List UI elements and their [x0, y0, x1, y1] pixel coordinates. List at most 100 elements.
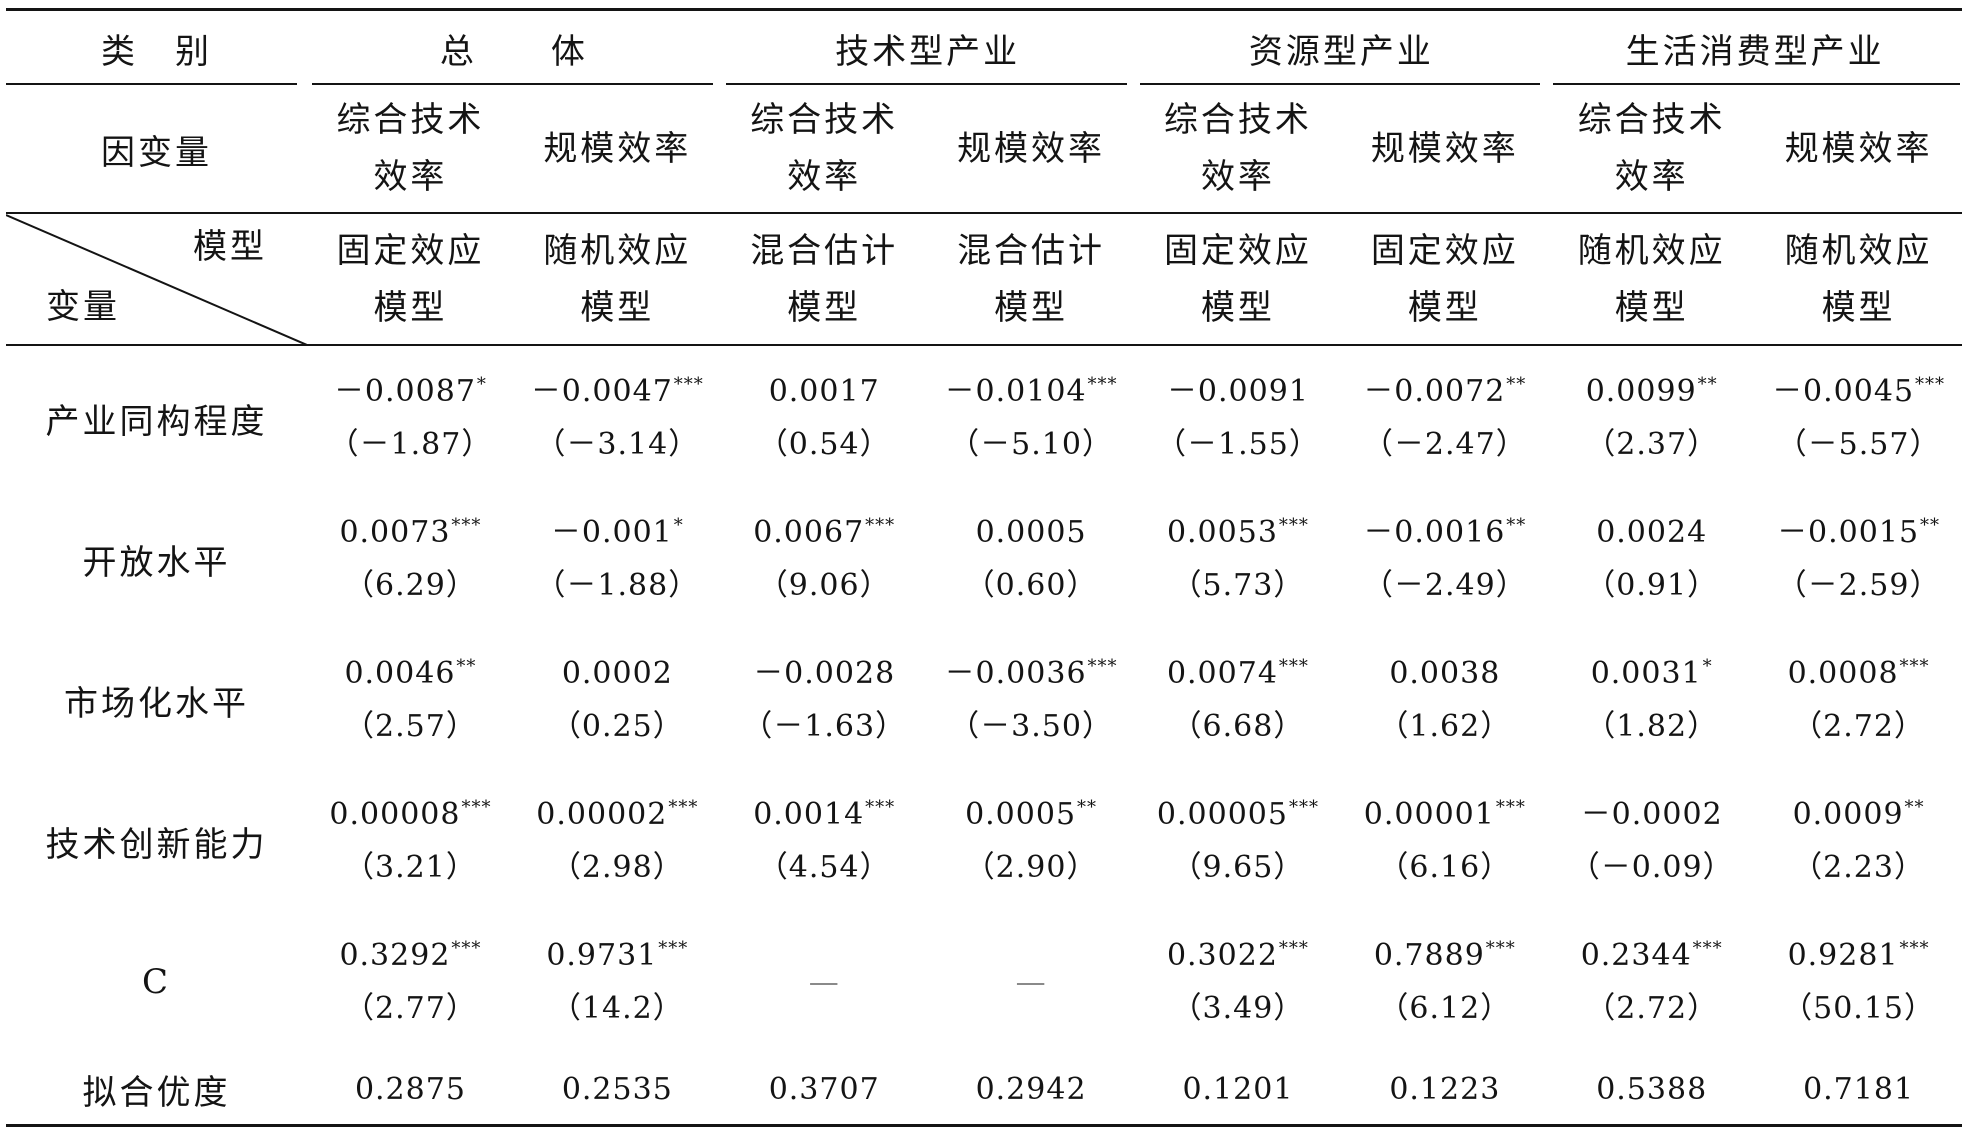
dependent-variable-cell: 规模效率: [1341, 85, 1548, 213]
coefficient-line: －0.001*: [551, 506, 684, 559]
model-type-cell: 混合估计模型: [721, 214, 928, 345]
t-statistic: （2.98）: [550, 850, 684, 885]
significance-stars: **: [456, 656, 477, 678]
model-type-label: 固定效应模型: [1370, 230, 1519, 328]
diagonal-bottom-label: 变量: [46, 287, 120, 327]
significance-stars: ***: [1495, 797, 1526, 819]
coefficient-line: —: [1016, 956, 1047, 1009]
coef-cell: －0.0091 （－1.55）: [1135, 365, 1342, 471]
coefficient-line: 0.0014***: [753, 788, 895, 841]
coefficient: 0.0017: [768, 374, 880, 409]
header-row-groups: 类 别 总 体 技术型产业 资源型产业 生活消费型产业: [6, 11, 1962, 85]
coef-cell: 0.3022*** （3.49）: [1135, 929, 1342, 1035]
dependent-variable-label: 规模效率: [957, 128, 1106, 169]
coefficient: －0.0104: [944, 374, 1087, 409]
significance-stars: ***: [1899, 656, 1930, 678]
dependent-variable-label: 规模效率: [1784, 128, 1933, 169]
model-type-cell: 混合估计模型: [928, 214, 1135, 345]
coefficient-line: 0.9731***: [546, 929, 688, 982]
fit-value: 0.1201: [1182, 1072, 1294, 1107]
coefficient: 0.0014: [753, 797, 865, 832]
coef-cell: 0.0002 （0.25）: [514, 647, 721, 753]
coefficient: －0.0072: [1363, 374, 1506, 409]
significance-stars: ***: [1278, 938, 1309, 960]
coefficient: 0.0002: [561, 656, 673, 691]
group-label: 总 体: [439, 31, 588, 72]
coef-cell: 0.0005** （2.90）: [928, 788, 1135, 894]
coefficient: 0.00001: [1363, 797, 1495, 832]
model-type-cell: 固定效应模型: [1135, 214, 1342, 345]
bottom-rule: [6, 1124, 1962, 1127]
coefficient-line: 0.0073***: [339, 506, 481, 559]
coefficient: 0.0046: [344, 656, 456, 691]
t-statistic: （1.62）: [1378, 709, 1512, 744]
not-applicable-dash: —: [808, 964, 840, 1000]
coef-cell: 0.0099** （2.37）: [1548, 365, 1755, 471]
coef-cell: 0.00001*** （6.16）: [1341, 788, 1548, 894]
coefficient: 0.00002: [536, 797, 668, 832]
coefficient-line: 0.00005***: [1157, 788, 1319, 841]
coef-cell: 0.0038 （1.62）: [1341, 647, 1548, 753]
coefficient: －0.0045: [1772, 374, 1915, 409]
row-label: 拟合优度: [82, 1073, 231, 1113]
t-statistic: （－1.55）: [1156, 427, 1320, 462]
coefficient-line: －0.0002: [1581, 788, 1723, 841]
significance-stars: *: [1702, 656, 1713, 678]
coefficient: 0.0009: [1792, 797, 1904, 832]
significance-stars: *: [673, 515, 684, 537]
coef-cell: 0.0067*** （9.06）: [721, 506, 928, 612]
model-type-cell: 随机效应模型: [514, 214, 721, 345]
diagonal-divider: [6, 214, 307, 345]
coefficient: 0.0038: [1389, 656, 1501, 691]
coefficient-line: 0.0053***: [1167, 506, 1309, 559]
fit-cell: 0.2942: [928, 1063, 1135, 1116]
t-statistic: （－1.88）: [535, 568, 700, 603]
dependent-variable-label: 规模效率: [543, 128, 692, 169]
coef-cell: －0.0045*** （－5.57）: [1755, 365, 1962, 471]
t-statistic: （50.15）: [1782, 991, 1935, 1026]
significance-stars: **: [1904, 797, 1925, 819]
coefficient: －0.0087: [333, 374, 476, 409]
significance-stars: ***: [1485, 938, 1516, 960]
coefficient-line: －0.0036***: [945, 647, 1118, 700]
coef-cell: －0.0036*** （－3.50）: [928, 647, 1135, 753]
significance-stars: ***: [1288, 797, 1319, 819]
coef-cell: 0.00005*** （9.65）: [1135, 788, 1342, 894]
t-statistic: （6.16）: [1378, 850, 1512, 885]
coefficient-line: 0.0031*: [1591, 647, 1713, 700]
dependent-variable-cell: 综合技术效率: [307, 85, 514, 213]
significance-stars: **: [1077, 797, 1098, 819]
row-label: 市场化水平: [64, 683, 249, 724]
fit-cell: 0.2535: [514, 1063, 721, 1116]
coefficient: 0.3022: [1166, 938, 1278, 973]
t-statistic: （0.54）: [757, 427, 891, 462]
coef-cell: －0.0087* （－1.87）: [307, 365, 514, 471]
group-label: 技术型产业: [835, 31, 1021, 72]
top-rule: [6, 8, 1962, 11]
fit-cell: 0.1223: [1341, 1063, 1548, 1116]
coef-cell: 0.0014*** （4.54）: [721, 788, 928, 894]
t-statistic: （3.21）: [344, 850, 477, 885]
coefficient: 0.9731: [546, 938, 658, 973]
coefficient: －0.0028: [753, 656, 896, 691]
goodness-of-fit-row: 拟合优度 0.2875 0.2535 0.3707 0.2942 0.1201 0.1223…: [6, 1063, 1962, 1116]
fit-value: 0.2875: [354, 1072, 466, 1107]
coefficient-line: 0.0009**: [1793, 788, 1925, 841]
coefficient: －0.0047: [530, 374, 673, 409]
coef-cell: 0.00008*** （3.21）: [307, 788, 514, 894]
significance-stars: ***: [461, 797, 492, 819]
coefficient: 0.0031: [1590, 656, 1702, 691]
fit-cell: 0.2875: [307, 1063, 514, 1116]
coefficient-line: 0.3022***: [1167, 929, 1309, 982]
t-statistic: （－1.63）: [742, 709, 907, 744]
coefficient-line: 0.00002***: [536, 788, 698, 841]
coefficient: －0.0015: [1777, 515, 1920, 550]
regression-table: 类 别 总 体 技术型产业 资源型产业 生活消费型产业 因变量 综合技术效率 规…: [6, 0, 1962, 1136]
diagonal-header-cell: 模型 变量: [6, 214, 307, 345]
coefficient-line: －0.0028: [753, 647, 895, 700]
category-label: 类 别: [101, 31, 212, 72]
t-statistic: （2.90）: [964, 850, 1098, 885]
group-header-overall: 总 体: [307, 11, 721, 85]
dependent-variable-cell: 综合技术效率: [721, 85, 928, 213]
coefficient-line: 0.0099**: [1586, 365, 1718, 418]
